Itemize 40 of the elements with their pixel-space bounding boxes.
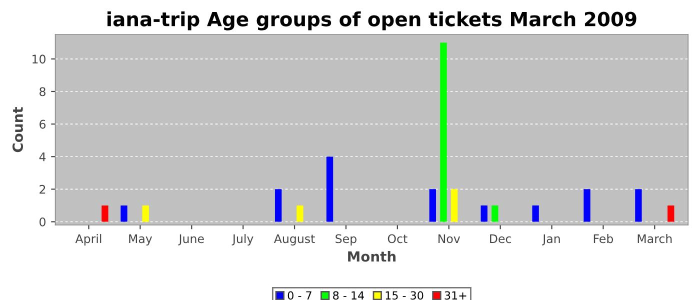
x-tick-label: Nov bbox=[438, 234, 460, 244]
x-tick-label: June bbox=[178, 234, 204, 246]
bar bbox=[274, 189, 282, 222]
bar bbox=[102, 205, 108, 222]
y-tick-label: 2 bbox=[40, 184, 46, 194]
legend-label: 31+ bbox=[444, 291, 466, 300]
x-tick-label: May bbox=[129, 234, 152, 246]
bar bbox=[480, 205, 488, 222]
x-tick-label: August bbox=[274, 234, 315, 246]
bar bbox=[120, 205, 128, 222]
x-tick-label: April bbox=[75, 234, 102, 246]
x-tick-label: Dec bbox=[490, 234, 512, 244]
bar bbox=[440, 42, 447, 222]
y-tick-label: 0 bbox=[40, 217, 46, 226]
y-axis-title: Count bbox=[12, 106, 24, 152]
bar bbox=[584, 189, 590, 222]
legend-label: 8 - 14 bbox=[333, 291, 364, 300]
x-tick-label: Jan bbox=[542, 234, 560, 246]
y-tick-label: 8 bbox=[40, 87, 46, 96]
x-tick-label: March bbox=[638, 234, 672, 244]
bar bbox=[668, 205, 674, 222]
x-tick-label: Feb bbox=[594, 234, 614, 244]
bar bbox=[635, 189, 642, 222]
x-tick-label: July bbox=[232, 234, 254, 246]
bar bbox=[532, 205, 539, 222]
x-axis-title: Month bbox=[348, 251, 396, 262]
legend-label: 15 - 30 bbox=[386, 291, 424, 300]
bar bbox=[296, 205, 304, 222]
x-tick-label: Oct bbox=[388, 234, 408, 244]
bar bbox=[142, 205, 149, 222]
legend-label: 0 - 7 bbox=[288, 291, 312, 300]
chart-title: iana-trip Age groups of open tickets March 2009 bbox=[108, 11, 636, 30]
bar bbox=[492, 205, 498, 222]
bar bbox=[450, 189, 458, 222]
y-tick-label: 6 bbox=[40, 120, 46, 129]
x-tick-label: Sep bbox=[336, 234, 356, 246]
y-tick-label: 4 bbox=[39, 152, 46, 162]
bar bbox=[429, 189, 436, 222]
y-tick-label: 10 bbox=[32, 54, 46, 64]
bar bbox=[326, 156, 334, 222]
